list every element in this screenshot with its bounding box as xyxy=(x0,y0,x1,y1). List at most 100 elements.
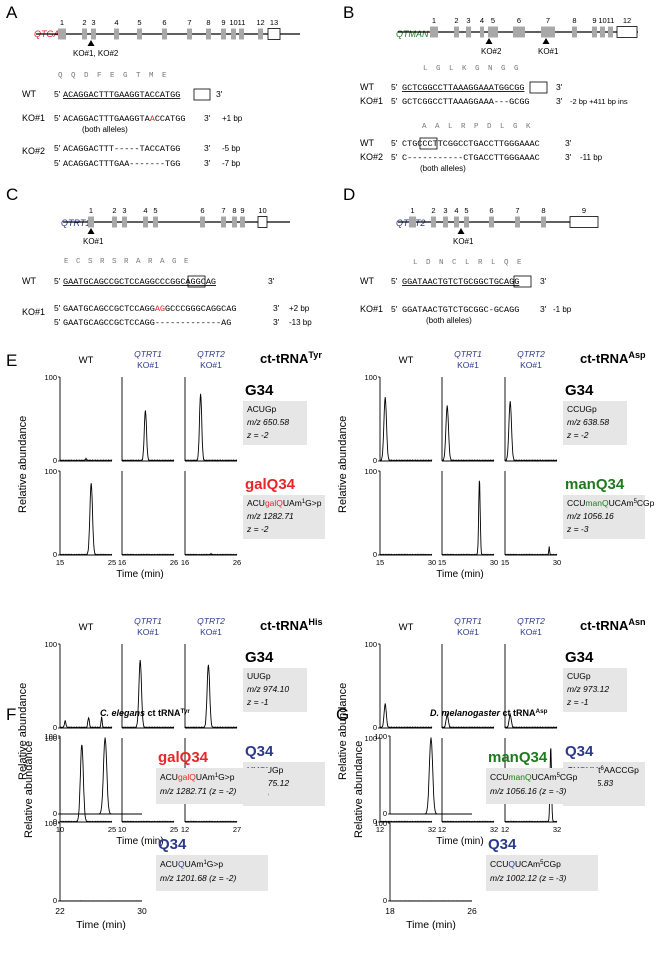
column-header-wt: WT xyxy=(399,355,414,366)
chromatogram-g34 xyxy=(184,664,238,729)
top-label: manQ34 xyxy=(488,749,548,766)
exon xyxy=(162,28,167,40)
column-header-qtrt1: QTRT1 xyxy=(454,349,482,359)
x-tick-start: 22 xyxy=(55,906,65,916)
exon-number: 2 xyxy=(82,18,86,27)
amino-acid: Q xyxy=(504,259,509,267)
modified-q34-label: galQ34 xyxy=(245,476,296,493)
amino-acid: E xyxy=(184,258,189,266)
y-tick-0: 0 xyxy=(373,456,377,465)
ko-site-label: KO#1 xyxy=(453,237,474,246)
x-tick-start: 16 xyxy=(181,558,189,567)
column-header-qtrt1: QTRT1 xyxy=(454,616,482,626)
x-tick-end: 25 xyxy=(108,825,116,834)
three-prime: 3' xyxy=(204,143,211,153)
five-prime: 5' xyxy=(391,304,398,314)
amino-acid: E xyxy=(110,72,115,80)
exon-number: 4 xyxy=(143,206,147,215)
amino-acid: G xyxy=(172,258,177,266)
amino-acid: P xyxy=(474,123,479,131)
exon-number: 7 xyxy=(546,16,550,25)
info-box xyxy=(243,401,307,445)
ko1-note: -2 bp +411 bp ins xyxy=(570,97,628,106)
panel-letter-g: G xyxy=(336,705,349,724)
three-prime: 3' xyxy=(556,82,563,92)
exon xyxy=(200,216,205,228)
x-tick-start: 15 xyxy=(438,558,446,567)
chromatogram-top xyxy=(390,737,472,815)
panel-letter-b: B xyxy=(343,3,354,22)
ko2-label: KO#2 xyxy=(360,152,383,162)
three-prime: 3' xyxy=(565,138,572,148)
ko-site-arrow xyxy=(485,38,493,44)
both-alleles: (both alleles) xyxy=(82,125,128,134)
bottom-mz: m/z 1201.68 (z = -2) xyxy=(160,873,236,883)
exon xyxy=(480,26,484,38)
wt-label: WT xyxy=(360,138,374,148)
y-tick-0: 0 xyxy=(373,723,377,732)
ko-sequence-2: GAATGCAGCCGCTCCAGG-------------AG xyxy=(63,318,231,328)
chromatogram-g34 xyxy=(441,712,495,729)
y-tick-0: 0 xyxy=(53,723,57,732)
pam-box xyxy=(529,81,548,94)
panel-letter-c: C xyxy=(6,185,18,204)
pam-box xyxy=(419,137,438,150)
exon xyxy=(513,26,525,38)
amino-acid: N xyxy=(488,65,493,73)
exon-number: 12 xyxy=(623,16,631,25)
x-axis-label: Time (min) xyxy=(116,836,163,847)
g34-mz: m/z 638.58 xyxy=(567,417,609,427)
modified-mz: m/z 1056.16 xyxy=(567,511,614,521)
exon-number: 8 xyxy=(541,206,545,215)
ko1-site-label: KO#1 xyxy=(538,47,559,56)
exon-number: 5 xyxy=(153,206,157,215)
y-tick-100: 100 xyxy=(364,640,377,649)
amino-acid: L xyxy=(449,65,454,73)
ko1-label: KO#1 xyxy=(360,96,383,106)
x-tick-start: 12 xyxy=(438,825,446,834)
amino-acid: C xyxy=(76,258,81,266)
exon xyxy=(515,216,520,228)
y-tick-100: 100 xyxy=(44,734,57,743)
exon-number: 5 xyxy=(464,206,468,215)
wt-sequence: GAATGCAGCCGCTCCAGGCCCGGCAGGCAG xyxy=(63,277,216,287)
five-prime: 5' xyxy=(54,89,61,99)
three-prime: 3' xyxy=(540,276,547,286)
amino-acid: M xyxy=(149,72,154,80)
column-header-ko: KO#1 xyxy=(137,627,159,637)
amino-acid: K xyxy=(462,65,467,73)
x-tick-start: 12 xyxy=(181,825,189,834)
chromatogram-modified xyxy=(379,820,433,823)
x-tick-end: 26 xyxy=(170,558,178,567)
exon-number: 6 xyxy=(200,206,204,215)
exon-number: 1 xyxy=(410,206,414,215)
modified-charge: z = -3 xyxy=(566,524,589,534)
panel-title: C. elegans ct tRNATyr xyxy=(100,708,190,719)
y-tick-0: 0 xyxy=(383,896,387,905)
three-prime: 3' xyxy=(273,317,280,327)
pam-box xyxy=(513,275,532,288)
exon xyxy=(114,28,119,40)
exon xyxy=(443,216,448,228)
x-axis-label: Time (min) xyxy=(436,569,483,580)
y-tick-100: 100 xyxy=(364,467,377,476)
exon-number: 10 xyxy=(229,18,237,27)
exon xyxy=(58,28,66,40)
ko2-site-label: KO#2 xyxy=(481,47,502,56)
exon xyxy=(232,216,237,228)
exon xyxy=(221,28,226,40)
bottom-sequence: CCUQUCAm5CGp xyxy=(490,859,561,869)
y-tick-0: 0 xyxy=(53,456,57,465)
five-prime: 5' xyxy=(391,82,398,92)
bottom-mz: m/z 1002.12 (z = -3) xyxy=(490,873,566,883)
y-tick-0: 0 xyxy=(373,550,377,559)
chromatogram-modified xyxy=(379,553,433,556)
amino-acid: R xyxy=(478,259,483,267)
chromatogram-g34 xyxy=(441,405,495,462)
modified-sequence: ACUgalQUAm1G>p xyxy=(247,498,322,508)
exon-number: 7 xyxy=(187,18,191,27)
ko-site-arrow xyxy=(542,38,550,44)
exon xyxy=(231,28,236,40)
amino-acid: R xyxy=(148,258,153,266)
